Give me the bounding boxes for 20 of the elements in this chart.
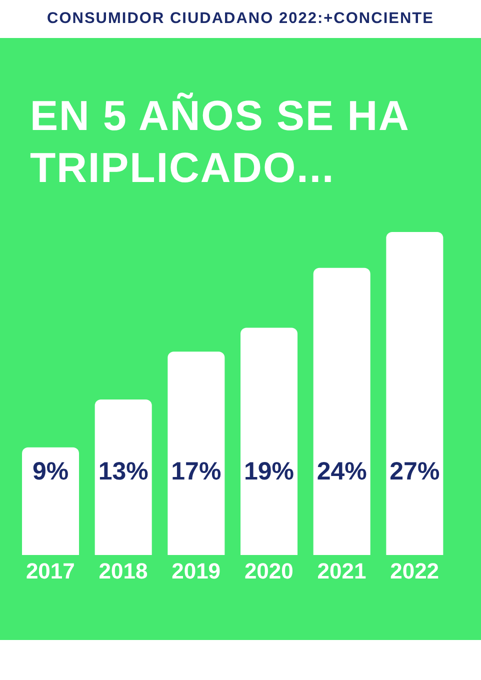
data-label: 24% <box>316 458 367 486</box>
chart-title: CONSUMIDOR CIUDADANO 2022:+CONCIENTE <box>46 9 435 29</box>
bar <box>168 352 225 555</box>
x-tick-label: 2021 <box>317 558 366 584</box>
x-tick-label: 2017 <box>26 558 75 584</box>
data-label: 27% <box>390 458 440 486</box>
x-tick-label: 2022 <box>390 558 440 584</box>
x-tick-label: 2019 <box>172 558 221 584</box>
data-label: 13% <box>98 458 148 486</box>
data-label: 17% <box>171 458 222 486</box>
bar <box>240 328 298 555</box>
bar <box>386 232 444 555</box>
bar <box>22 447 80 555</box>
x-tick-label: 2018 <box>98 558 148 584</box>
bar <box>94 399 152 555</box>
data-label: 19% <box>244 458 294 486</box>
bar <box>313 268 370 555</box>
data-label: 9% <box>32 458 69 486</box>
x-tick-label: 2020 <box>244 558 294 584</box>
chart-subtitle: EN 5 AÑOS SE HA TRIPLICADO... <box>30 91 410 193</box>
